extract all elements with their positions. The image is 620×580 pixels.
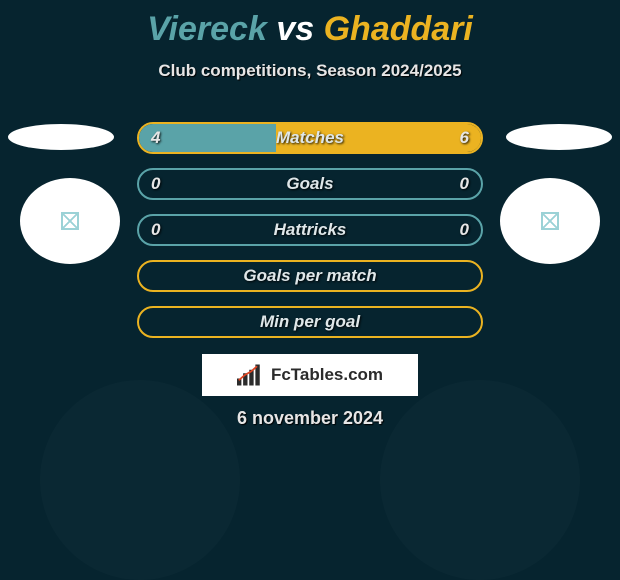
- vs-separator: vs: [276, 10, 314, 48]
- bg-ghost: [380, 380, 580, 580]
- player1-avatar: [20, 178, 120, 264]
- stat-label: Min per goal: [139, 308, 481, 336]
- stat-value-right: 6: [460, 124, 469, 152]
- bars-icon: [237, 364, 265, 386]
- stat-row: Min per goal: [137, 306, 483, 338]
- stat-row: Goals per match: [137, 260, 483, 292]
- placeholder-icon: [61, 212, 79, 230]
- stat-value-right: 0: [460, 170, 469, 198]
- page-title: Viereck vs Ghaddari: [0, 0, 620, 49]
- subtitle: Club competitions, Season 2024/2025: [0, 61, 620, 81]
- stat-label: Matches: [139, 124, 481, 152]
- stat-label: Goals per match: [139, 262, 481, 290]
- player1-name: Viereck: [147, 10, 267, 48]
- bg-ghost: [40, 380, 240, 580]
- stat-row: 4Matches6: [137, 122, 483, 154]
- player2-shadow: [506, 124, 612, 150]
- logo-text: FcTables.com: [271, 365, 383, 385]
- stat-label: Hattricks: [139, 216, 481, 244]
- placeholder-icon: [541, 212, 559, 230]
- stat-value-right: 0: [460, 216, 469, 244]
- player2-avatar: [500, 178, 600, 264]
- stat-row: 0Hattricks0: [137, 214, 483, 246]
- player1-shadow: [8, 124, 114, 150]
- stat-rows: 4Matches60Goals00Hattricks0Goals per mat…: [137, 122, 483, 352]
- site-logo: FcTables.com: [202, 354, 418, 396]
- stat-row: 0Goals0: [137, 168, 483, 200]
- stat-label: Goals: [139, 170, 481, 198]
- player2-name: Ghaddari: [324, 10, 473, 48]
